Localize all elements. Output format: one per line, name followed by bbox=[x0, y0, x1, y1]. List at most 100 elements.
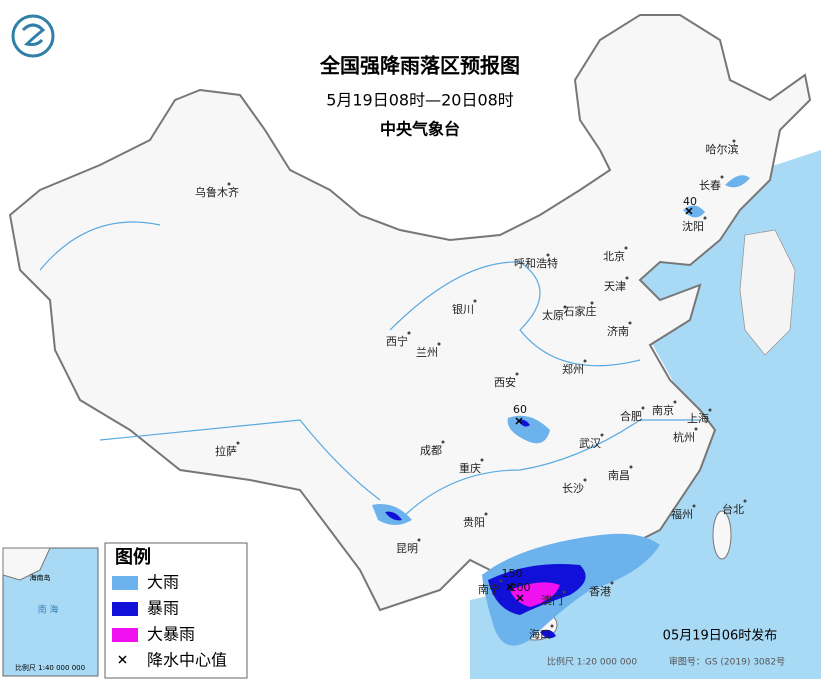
city-dot bbox=[515, 372, 519, 376]
city-dot bbox=[227, 182, 231, 186]
city-label: 石家庄 bbox=[564, 304, 597, 318]
sea bbox=[470, 150, 821, 679]
city-label: 兰州 bbox=[416, 346, 438, 359]
center-marker bbox=[685, 207, 693, 215]
legend-title: 图例 bbox=[115, 546, 151, 568]
rain-center-value: 200 bbox=[510, 581, 531, 594]
river bbox=[99, 419, 381, 501]
city-dot bbox=[590, 301, 594, 305]
legend-label: 大雨 bbox=[147, 573, 179, 592]
city-label: 台北 bbox=[722, 502, 744, 516]
city-dot bbox=[692, 504, 696, 508]
city-label: 海口 bbox=[529, 627, 551, 641]
city-label: 贵阳 bbox=[463, 516, 485, 529]
map-number: 审图号：GS (2019) 3082号 bbox=[669, 656, 785, 668]
city-label: 福州 bbox=[671, 507, 693, 521]
legend-swatch bbox=[112, 576, 138, 590]
rainstorm-area bbox=[385, 511, 402, 521]
city-label: 乌鲁木齐 bbox=[195, 185, 239, 199]
rainstorm-area bbox=[540, 629, 556, 639]
city-label: 杭州 bbox=[673, 430, 695, 444]
map-period: 5月19日08时—20日08时 bbox=[326, 91, 514, 110]
city-dot bbox=[562, 590, 566, 594]
inset-sea: 南 海 bbox=[38, 604, 59, 616]
city-label: 济南 bbox=[607, 324, 629, 338]
legend-swatch bbox=[112, 628, 138, 642]
city-dot bbox=[550, 624, 554, 628]
map-agency: 中央气象台 bbox=[380, 120, 460, 139]
legend-swatch bbox=[112, 602, 138, 616]
issued-time: 05月19日06时发布 bbox=[663, 628, 778, 644]
city-dot bbox=[708, 408, 712, 412]
city-dot bbox=[473, 299, 477, 303]
city-label: 昆明 bbox=[396, 542, 418, 555]
scale: 比例尺 1:20 000 000 bbox=[547, 656, 637, 668]
legend-label: 降水中心值 bbox=[147, 651, 227, 670]
city-dot bbox=[641, 406, 645, 410]
china-land bbox=[8, 14, 812, 612]
city-dot bbox=[703, 216, 707, 220]
legend-center-symbol bbox=[118, 655, 127, 664]
inset-scale: 比例尺 1:40 000 000 bbox=[15, 663, 85, 672]
city-dot bbox=[499, 579, 503, 583]
city-dot bbox=[673, 400, 677, 404]
city-dot bbox=[407, 331, 411, 335]
city-dot bbox=[563, 305, 567, 309]
city-label: 哈尔滨 bbox=[706, 142, 739, 156]
city-label: 上海 bbox=[687, 411, 709, 425]
river bbox=[389, 261, 641, 367]
city-label: 太原 bbox=[542, 309, 564, 322]
city-dot bbox=[417, 538, 421, 542]
city-label: 长春 bbox=[699, 179, 721, 192]
city-label: 澳门 bbox=[541, 593, 563, 607]
heavy-rain-area bbox=[683, 205, 705, 218]
city-dot bbox=[484, 512, 488, 516]
city-label: 天津 bbox=[604, 280, 626, 293]
rain-areas bbox=[372, 175, 750, 646]
city-label: 沈阳 bbox=[682, 219, 704, 233]
center-marker bbox=[515, 417, 523, 425]
city-dot bbox=[437, 342, 441, 346]
city-dot bbox=[624, 246, 628, 250]
rain-center-value: 40 bbox=[683, 195, 697, 208]
city-dot bbox=[610, 581, 614, 585]
city-dot bbox=[625, 276, 629, 280]
city-dot bbox=[583, 359, 587, 363]
city-label: 南宁 bbox=[478, 582, 500, 596]
city-dot bbox=[583, 478, 587, 482]
inset-island: 海南岛 bbox=[30, 573, 51, 582]
legend-label: 暴雨 bbox=[147, 599, 179, 618]
legend-label: 大暴雨 bbox=[147, 625, 195, 644]
city-label: 南昌 bbox=[608, 469, 630, 482]
city-dot bbox=[480, 458, 484, 462]
rain-center-value: 150 bbox=[502, 567, 523, 580]
city-dot bbox=[694, 427, 698, 431]
center-marker bbox=[516, 594, 524, 602]
rainstorm-area bbox=[518, 419, 530, 427]
rain-center-value: 60 bbox=[513, 403, 527, 416]
city-label: 成都 bbox=[420, 444, 442, 457]
center-markers bbox=[506, 207, 693, 602]
city-dot bbox=[629, 465, 633, 469]
city-dot bbox=[441, 440, 445, 444]
city-dot bbox=[732, 139, 736, 143]
city-label: 银川 bbox=[452, 302, 474, 316]
center-marker bbox=[506, 583, 514, 591]
city-label: 呼和浩特 bbox=[514, 256, 558, 270]
city-label: 拉萨 bbox=[215, 444, 237, 458]
city-label: 香港 bbox=[589, 585, 611, 598]
city-dot bbox=[546, 253, 550, 257]
logo bbox=[11, 14, 55, 58]
city-label: 南京 bbox=[652, 403, 674, 417]
heavy-rain-area bbox=[725, 175, 750, 188]
city-label: 武汉 bbox=[579, 437, 601, 450]
map-title: 全国强降雨落区预报图 bbox=[319, 54, 520, 78]
taiwan bbox=[712, 510, 732, 560]
city-dot bbox=[628, 321, 632, 325]
korea bbox=[739, 229, 796, 356]
city-label: 郑州 bbox=[562, 362, 584, 376]
city-label: 西安 bbox=[494, 375, 516, 389]
